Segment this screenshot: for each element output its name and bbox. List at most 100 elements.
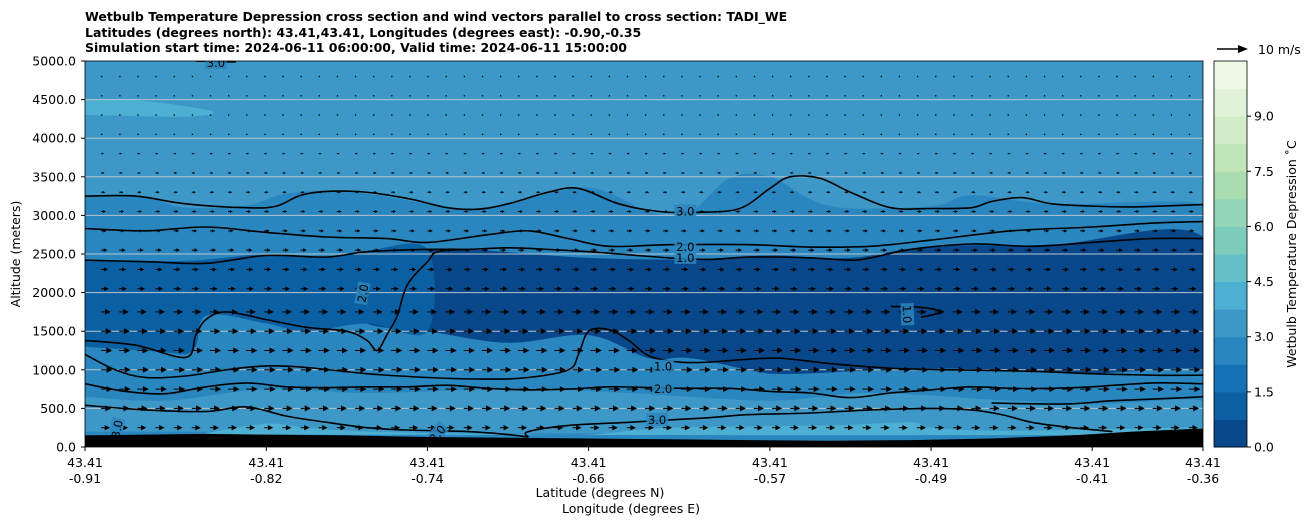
wind-vector: [209, 248, 217, 253]
wind-vector: [826, 425, 836, 431]
wind-vector: [1043, 114, 1046, 116]
wind-vector: [880, 190, 885, 194]
wind-vector: [880, 210, 886, 213]
wind-vector: [282, 171, 286, 174]
wind-vector: [590, 267, 598, 272]
wind-vector: [119, 95, 121, 97]
wind-vector: [499, 75, 502, 78]
wind-vector: [119, 152, 123, 155]
wind-vector: [753, 366, 766, 373]
wind-vector: [481, 210, 487, 213]
wind-vector: [699, 405, 710, 412]
wind-vector: [971, 347, 983, 354]
wind-vector: [173, 328, 185, 335]
wind-vector: [409, 405, 420, 412]
wind-vector: [645, 405, 656, 412]
wind-vector: [209, 152, 213, 155]
wind-vector: [916, 210, 922, 213]
wind-vector: [717, 171, 722, 174]
wind-vector: [427, 171, 431, 174]
wind-vector: [409, 171, 413, 174]
colorbar-tick-label: 3.0: [1254, 329, 1274, 344]
wind-vector: [119, 347, 131, 354]
wind-vector: [572, 286, 581, 292]
wind-vector: [699, 366, 711, 373]
wind-vector: [300, 425, 310, 431]
wind-vector: [771, 425, 781, 431]
wind-vector: [826, 133, 828, 136]
wind-vector: [264, 286, 272, 292]
wind-vector: [898, 425, 908, 431]
contour-label: 3.0: [646, 413, 669, 427]
wind-vector: [663, 286, 671, 292]
wind-vector: [1098, 328, 1109, 335]
wind-vector: [554, 133, 556, 136]
wind-vector: [989, 152, 993, 155]
wind-vector: [771, 152, 775, 155]
wind-vector: [463, 267, 471, 272]
wind-vector: [808, 405, 819, 412]
wind-vector: [119, 328, 130, 335]
wind-vector: [916, 190, 922, 194]
wind-vector: [499, 114, 502, 116]
wind-vector: [572, 190, 577, 194]
wind-vector: [155, 133, 157, 136]
wind-vector: [318, 309, 329, 315]
wind-vector: [481, 347, 494, 354]
wind-vector: [300, 75, 302, 78]
wind-vector: [880, 347, 892, 354]
wind-vector: [681, 75, 683, 78]
svg-text:3.0: 3.0: [648, 413, 666, 427]
wind-vector: [119, 267, 127, 272]
wind-vector: [1170, 347, 1182, 354]
wind-vector: [409, 190, 414, 194]
wind-vector: [790, 347, 802, 354]
wind-vector: [427, 210, 433, 213]
x-tick-label-lat: 43.41: [913, 455, 949, 470]
wind-vector: [101, 286, 109, 292]
wind-vector: [445, 171, 450, 174]
wind-vector: [409, 366, 421, 373]
wind-vector: [518, 210, 523, 213]
wind-vector: [1007, 309, 1018, 315]
wind-vector: [989, 114, 991, 116]
wind-vector: [137, 347, 149, 354]
wind-vector: [137, 309, 147, 315]
wind-vector: [518, 95, 520, 97]
wind-vector: [191, 425, 201, 431]
wind-vector: [536, 347, 548, 354]
wind-vector: [1098, 133, 1100, 136]
wind-vector: [590, 114, 592, 116]
wind-vector: [862, 210, 868, 213]
wind-vector: [554, 210, 560, 213]
wind-vector: [1152, 267, 1160, 272]
wind-vector: [916, 114, 919, 116]
wind-vector: [264, 75, 266, 78]
contour-label: 2.0: [652, 382, 675, 396]
wind-vector: [753, 114, 756, 116]
wind-vector: [1080, 347, 1092, 354]
wind-vector: [681, 229, 687, 233]
wind-vector: [336, 229, 343, 233]
wind-vector: [155, 328, 167, 335]
wind-vector: [1043, 248, 1051, 253]
fill-surface-dry-layer: [85, 388, 1203, 434]
wind-vector: [989, 229, 995, 233]
wind-vector: [336, 133, 339, 136]
wind-vector: [1116, 133, 1118, 136]
wind-vector: [916, 95, 919, 97]
wind-vector: [173, 267, 181, 272]
wind-vector: [318, 114, 320, 116]
wind-vector: [282, 190, 287, 194]
wind-vector: [1061, 210, 1067, 213]
wind-vector: [354, 347, 367, 354]
wind-vector: [608, 171, 613, 174]
wind-vector: [935, 248, 942, 253]
wind-vector: [282, 133, 284, 136]
wind-vector: [971, 210, 977, 213]
wind-vector: [536, 366, 548, 373]
wind-vector: [590, 248, 598, 253]
wind-vector: [971, 309, 981, 315]
colorbar-segment: [1214, 281, 1247, 310]
wind-vector: [1025, 190, 1030, 194]
